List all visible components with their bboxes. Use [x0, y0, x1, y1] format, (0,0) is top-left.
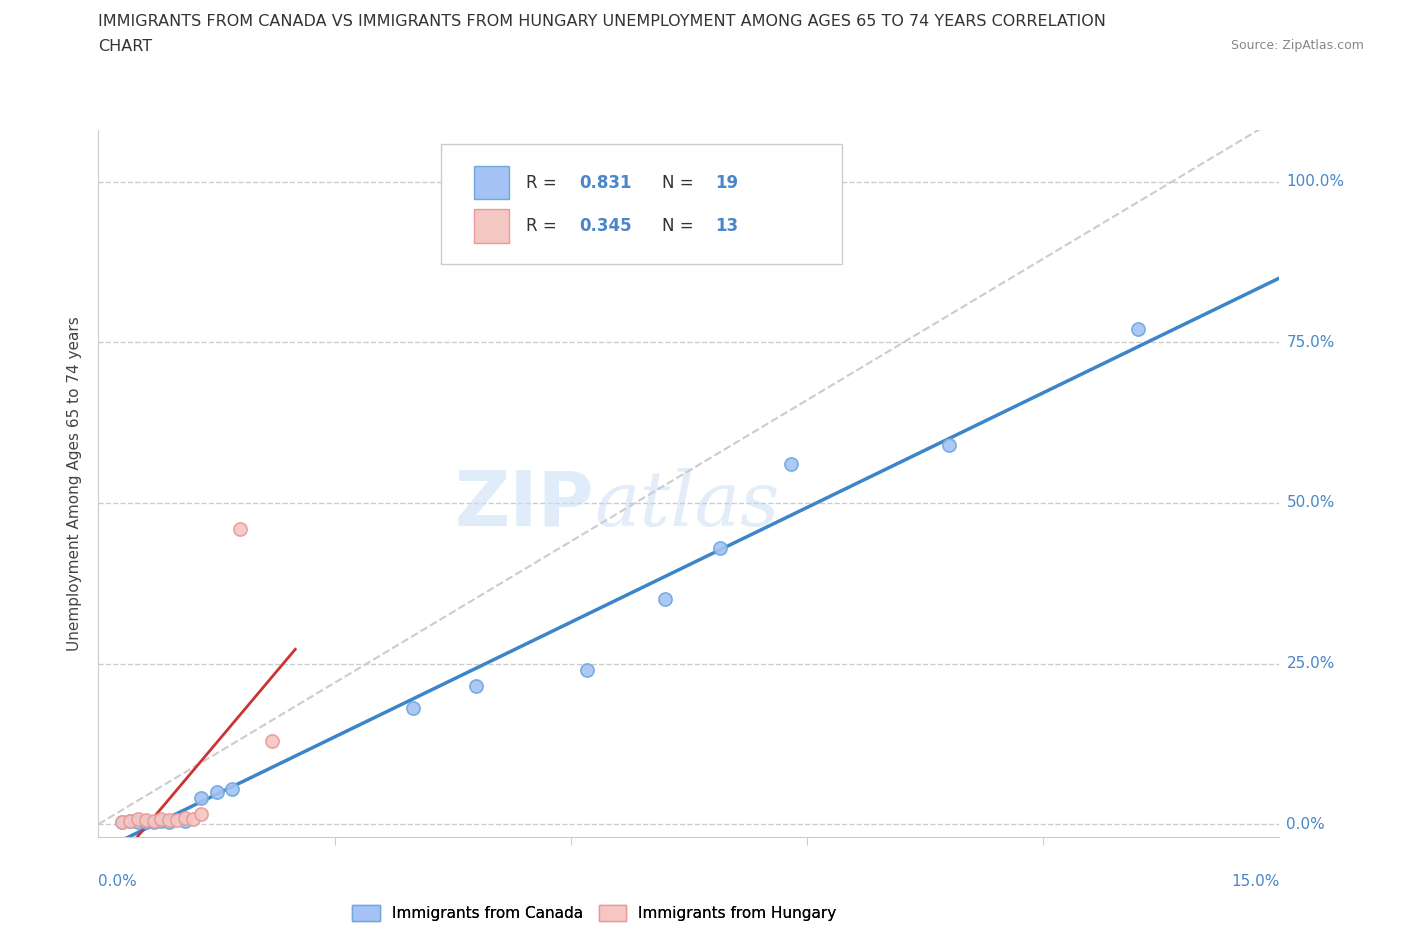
- Point: [575, 662, 598, 677]
- Text: 0.831: 0.831: [579, 174, 631, 192]
- Point: [780, 457, 803, 472]
- FancyBboxPatch shape: [441, 144, 842, 264]
- Text: N =: N =: [662, 218, 699, 235]
- Point: [111, 815, 134, 830]
- Point: [127, 812, 149, 827]
- FancyBboxPatch shape: [474, 166, 509, 199]
- Point: [465, 679, 488, 694]
- Point: [111, 815, 134, 830]
- Point: [709, 540, 731, 555]
- Point: [157, 814, 180, 829]
- Point: [402, 701, 425, 716]
- Point: [190, 791, 212, 806]
- FancyBboxPatch shape: [474, 209, 509, 244]
- Text: 0.0%: 0.0%: [1286, 817, 1326, 831]
- Point: [118, 814, 141, 829]
- Text: N =: N =: [662, 174, 699, 192]
- Point: [127, 814, 149, 829]
- Point: [174, 811, 197, 826]
- Text: Source: ZipAtlas.com: Source: ZipAtlas.com: [1230, 39, 1364, 52]
- Point: [221, 781, 243, 796]
- Text: 100.0%: 100.0%: [1286, 174, 1344, 189]
- Text: 0.0%: 0.0%: [98, 874, 138, 889]
- Point: [938, 438, 960, 453]
- Text: 0.345: 0.345: [579, 218, 631, 235]
- Text: 50.0%: 50.0%: [1286, 496, 1334, 511]
- Point: [1126, 322, 1149, 337]
- Point: [157, 812, 180, 827]
- Point: [181, 812, 204, 827]
- Text: R =: R =: [526, 174, 562, 192]
- Text: 25.0%: 25.0%: [1286, 656, 1334, 671]
- Point: [654, 591, 676, 606]
- Text: IMMIGRANTS FROM CANADA VS IMMIGRANTS FROM HUNGARY UNEMPLOYMENT AMONG AGES 65 TO : IMMIGRANTS FROM CANADA VS IMMIGRANTS FRO…: [98, 14, 1107, 29]
- Y-axis label: Unemployment Among Ages 65 to 74 years: Unemployment Among Ages 65 to 74 years: [67, 316, 83, 651]
- Point: [135, 815, 157, 830]
- Point: [150, 812, 173, 827]
- Text: atlas: atlas: [595, 468, 780, 542]
- Point: [174, 814, 197, 829]
- Text: 13: 13: [714, 218, 738, 235]
- Point: [142, 814, 165, 829]
- Text: 75.0%: 75.0%: [1286, 335, 1334, 350]
- Point: [205, 785, 228, 800]
- Point: [135, 813, 157, 828]
- Point: [260, 733, 283, 748]
- Point: [142, 814, 165, 829]
- Point: [229, 521, 252, 536]
- Text: 15.0%: 15.0%: [1232, 874, 1279, 889]
- Point: [118, 814, 141, 829]
- Point: [150, 814, 173, 829]
- Text: R =: R =: [526, 218, 562, 235]
- Text: 19: 19: [714, 174, 738, 192]
- Legend: Immigrants from Canada, Immigrants from Hungary: Immigrants from Canada, Immigrants from …: [353, 905, 837, 922]
- Text: ZIP: ZIP: [456, 468, 595, 542]
- Point: [166, 813, 188, 828]
- Text: CHART: CHART: [98, 39, 152, 54]
- Point: [190, 806, 212, 821]
